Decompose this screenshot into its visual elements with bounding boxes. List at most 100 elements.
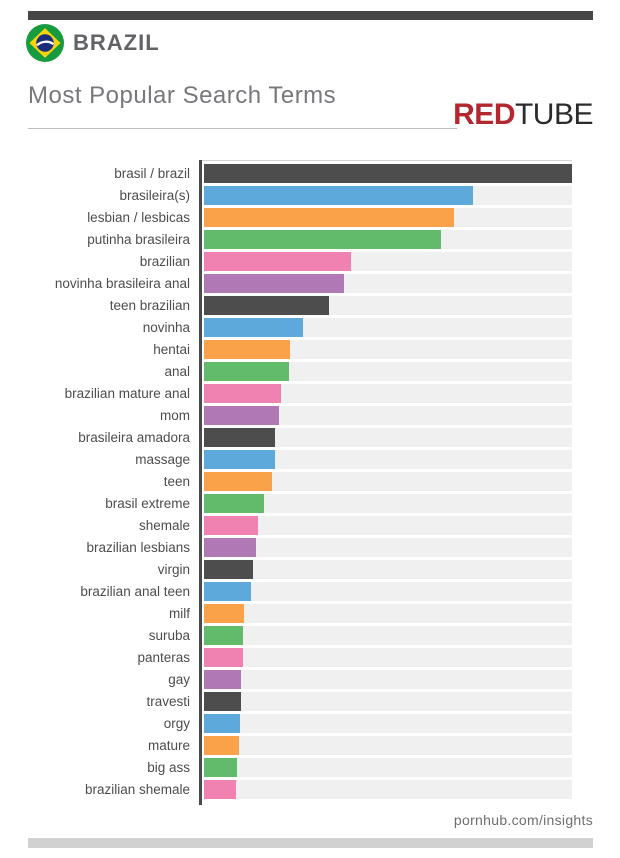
chart-row: brasil / brazil [0,162,620,184]
chart-row: panteras [0,646,620,668]
chart-row: brazilian shemale [0,778,620,800]
plot-top-border [202,160,572,161]
bar [204,669,241,689]
redtube-logo-tube-part: TUBE [514,98,594,131]
chart-row: big ass [0,756,620,778]
bar [204,735,239,755]
bar [204,383,282,403]
bar-label: teen [163,473,190,489]
brazil-flag-icon [26,24,64,62]
bar-label: brasil extreme [105,495,190,511]
bar [204,757,237,777]
bar-label: milf [169,605,190,621]
chart-row: hentai [0,338,620,360]
chart-row: brazilian [0,250,620,272]
bar [204,691,241,711]
chart-row: brasil extreme [0,492,620,514]
bar-track [204,251,572,271]
bar-label: brazilian anal teen [80,583,190,599]
bar [204,779,237,799]
bar-track [204,691,572,711]
bar-track [204,559,572,579]
bar [204,581,252,601]
bar-label: brasil / brazil [114,165,190,181]
bar-label: panteras [137,649,190,665]
bar [204,405,280,425]
chart-row: mom [0,404,620,426]
bar-track [204,581,572,601]
bar [204,603,244,623]
bar-track [204,449,572,469]
country-title: BRAZIL [73,30,160,55]
bar-track [204,493,572,513]
search-terms-bar-chart: brasil / brazil brasileira(s) lesbian / le… [0,160,620,805]
bar-track [204,207,572,227]
chart-row: brasileira(s) [0,184,620,206]
footer-accent-bar [28,838,593,848]
chart-row: brasileira amadora [0,426,620,448]
bar-label: novinha brasileira anal [54,275,190,291]
bar [204,515,258,535]
redtube-logo-red-part: RED [453,98,515,131]
bar [204,647,243,667]
bar-track [204,515,572,535]
chart-row: brazilian lesbians [0,536,620,558]
bar-label: brasileira amadora [78,429,190,445]
bar-track [204,185,572,205]
bar-label: big ass [147,759,190,775]
y-axis-line [199,160,202,805]
chart-row: gay [0,668,620,690]
chart-row: putinha brasileira [0,228,620,250]
chart-row: teen brazilian [0,294,620,316]
chart-row: lesbian / lesbicas [0,206,620,228]
bar-track [204,229,572,249]
chart-rows: brasil / brazil brasileira(s) lesbian / le… [0,162,620,800]
bar-label: brazilian mature anal [64,385,190,401]
bar-label: travesti [146,693,190,709]
bar [204,559,254,579]
bar-track [204,405,572,425]
chart-row: travesti [0,690,620,712]
bar [204,185,473,205]
bar [204,471,273,491]
bar [204,449,275,469]
bar-track [204,383,572,403]
bar-track [204,603,572,623]
bar-track [204,339,572,359]
bar [204,163,572,183]
bar-label: mom [160,407,190,423]
brand-row: BRAZIL [26,24,160,62]
bar-label: mature [147,737,190,753]
bar-track [204,163,572,183]
chart-row: virgin [0,558,620,580]
bar-track [204,273,572,293]
bar [204,229,442,249]
page-title: Most Popular Search Terms [28,82,337,109]
bar [204,207,455,227]
bar [204,493,265,513]
bar [204,273,344,293]
bar-track [204,427,572,447]
bar [204,317,304,337]
chart-row: anal [0,360,620,382]
top-accent-bar [28,11,593,20]
bar-track [204,757,572,777]
bar-track [204,735,572,755]
chart-row: novinha [0,316,620,338]
chart-row: brazilian mature anal [0,382,620,404]
bar-label: teen brazilian [109,297,190,313]
bar-track [204,317,572,337]
redtube-logo: REDTUBE [453,100,593,130]
chart-row: shemale [0,514,620,536]
bar [204,537,256,557]
bar [204,625,244,645]
bar-label: shemale [138,517,190,533]
bar [204,427,275,447]
bar-label: massage [135,451,190,467]
chart-row: massage [0,448,620,470]
bar [204,713,241,733]
bar-track [204,625,572,645]
bar-label: brasileira(s) [119,187,190,203]
bar [204,361,289,381]
